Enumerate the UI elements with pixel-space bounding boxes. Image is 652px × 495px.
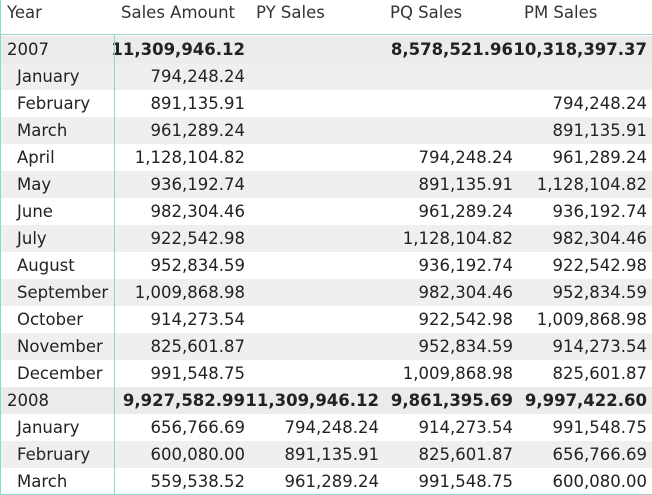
sales-amount-cell: 1,009,868.98 — [134, 283, 245, 302]
sales-amount-cell: 922,542.98 — [150, 229, 245, 248]
pq-sales-cell: 914,273.54 — [418, 418, 513, 437]
row-label[interactable]: March — [17, 121, 68, 140]
pq-sales-cell: 936,192.74 — [418, 256, 513, 275]
row-header-divider — [114, 35, 115, 495]
pm-sales-cell: 982,304.46 — [552, 229, 647, 248]
pm-sales-cell: 600,080.00 — [552, 472, 647, 491]
table-row: March 961,289.24 891,135.91 — [1, 117, 652, 144]
pm-sales-cell: 936,192.74 — [552, 202, 647, 221]
row-label[interactable]: February — [17, 94, 91, 113]
pm-sales-cell: 825,601.87 — [552, 364, 647, 383]
sales-amount-cell: 952,834.59 — [150, 256, 245, 275]
row-label[interactable]: February — [17, 445, 91, 464]
table-row: January 656,766.69 794,248.24 914,273.54 991… — [1, 414, 652, 441]
row-label[interactable]: May — [17, 175, 52, 194]
year-row: 2008 9,927,582.99 11,309,946.12 9,861,395.6… — [1, 387, 652, 414]
sales-amount-cell: 1,128,104.82 — [134, 148, 245, 167]
row-label[interactable]: March — [17, 472, 68, 491]
table-row: April 1,128,104.82 794,248.24 961,289.24 — [1, 144, 652, 171]
row-label[interactable]: 2007 — [7, 40, 49, 59]
pm-sales-cell: 1,128,104.82 — [536, 175, 647, 194]
header-pq-sales[interactable]: PQ Sales — [390, 3, 463, 22]
table-row: August 952,834.59 936,192.74 922,542.98 — [1, 252, 652, 279]
pq-sales-cell: 1,009,868.98 — [402, 364, 513, 383]
sales-amount-cell: 891,135.91 — [150, 94, 245, 113]
pm-sales-cell: 794,248.24 — [552, 94, 647, 113]
pm-sales-cell: 922,542.98 — [552, 256, 647, 275]
sales-amount-cell: 656,766.69 — [150, 418, 245, 437]
pq-sales-cell: 9,861,395.69 — [390, 391, 513, 410]
table-row: June 982,304.46 961,289.24 936,192.74 — [1, 198, 652, 225]
pq-sales-cell: 961,289.24 — [418, 202, 513, 221]
pm-sales-cell: 991,548.75 — [552, 418, 647, 437]
sales-amount-cell: 825,601.87 — [150, 337, 245, 356]
row-label[interactable]: July — [17, 229, 47, 248]
pm-sales-cell: 9,997,422.60 — [524, 391, 647, 410]
pq-sales-cell: 1,128,104.82 — [402, 229, 513, 248]
pq-sales-cell: 825,601.87 — [418, 445, 513, 464]
table-row: November 825,601.87 952,834.59 914,273.54 — [1, 333, 652, 360]
row-label[interactable]: January — [17, 67, 80, 86]
py-sales-cell: 11,309,946.12 — [245, 391, 379, 410]
row-label[interactable]: April — [17, 148, 55, 167]
pq-sales-cell: 982,304.46 — [418, 283, 513, 302]
table-row: July 922,542.98 1,128,104.82 982,304.46 — [1, 225, 652, 252]
table-row: October 914,273.54 922,542.98 1,009,868.98 — [1, 306, 652, 333]
sales-amount-cell: 600,080.00 — [150, 445, 245, 464]
row-label[interactable]: 2008 — [7, 391, 49, 410]
pm-sales-cell: 1,009,868.98 — [536, 310, 647, 329]
pm-sales-cell: 891,135.91 — [552, 121, 647, 140]
pq-sales-cell: 952,834.59 — [418, 337, 513, 356]
header-year[interactable]: Year — [7, 3, 42, 22]
header-pm-sales[interactable]: PM Sales — [524, 3, 598, 22]
pm-sales-cell: 914,273.54 — [552, 337, 647, 356]
header-sales-amount[interactable]: Sales Amount — [121, 3, 236, 22]
sales-amount-cell: 961,289.24 — [150, 121, 245, 140]
pq-sales-cell: 8,578,521.96 — [390, 40, 513, 59]
pq-sales-cell: 891,135.91 — [418, 175, 513, 194]
row-label[interactable]: November — [17, 337, 103, 356]
pm-sales-cell: 656,766.69 — [552, 445, 647, 464]
row-label[interactable]: January — [17, 418, 80, 437]
row-label[interactable]: December — [17, 364, 103, 383]
pq-sales-cell: 922,542.98 — [418, 310, 513, 329]
table-row: February 600,080.00 891,135.91 825,601.87 65… — [1, 441, 652, 468]
sales-amount-cell: 936,192.74 — [150, 175, 245, 194]
sales-amount-cell: 794,248.24 — [150, 67, 245, 86]
py-sales-cell: 891,135.91 — [284, 445, 379, 464]
sales-amount-cell: 914,273.54 — [150, 310, 245, 329]
sales-amount-cell: 982,304.46 — [150, 202, 245, 221]
pm-sales-cell: 952,834.59 — [552, 283, 647, 302]
sales-amount-cell: 9,927,582.99 — [122, 391, 245, 410]
pq-sales-cell: 991,548.75 — [418, 472, 513, 491]
sales-amount-cell: 559,538.52 — [150, 472, 245, 491]
row-label[interactable]: August — [17, 256, 75, 275]
table-row: February 891,135.91 794,248.24 — [1, 90, 652, 117]
year-row: 2007 11,309,946.12 8,578,521.96 10,318,397.… — [1, 36, 652, 63]
sales-amount-cell: 991,548.75 — [150, 364, 245, 383]
row-label[interactable]: October — [17, 310, 84, 329]
row-label[interactable]: June — [17, 202, 53, 221]
table-row: December 991,548.75 1,009,868.98 825,601.87 — [1, 360, 652, 387]
header-py-sales[interactable]: PY Sales — [256, 3, 325, 22]
column-header-row: Year Sales Amount PY Sales PQ Sales PM S… — [1, 0, 652, 35]
pq-sales-cell: 794,248.24 — [418, 148, 513, 167]
py-sales-cell: 794,248.24 — [284, 418, 379, 437]
pm-sales-cell: 10,318,397.37 — [513, 40, 647, 59]
table-row: May 936,192.74 891,135.91 1,128,104.82 — [1, 171, 652, 198]
pm-sales-cell: 961,289.24 — [552, 148, 647, 167]
py-sales-cell: 961,289.24 — [284, 472, 379, 491]
table-row: March 559,538.52 961,289.24 991,548.75 600,0… — [1, 468, 652, 495]
row-label[interactable]: September — [17, 283, 109, 302]
sales-amount-cell: 11,309,946.12 — [111, 40, 245, 59]
table-row: January 794,248.24 — [1, 63, 652, 90]
table-row: September 1,009,868.98 982,304.46 952,834.5… — [1, 279, 652, 306]
